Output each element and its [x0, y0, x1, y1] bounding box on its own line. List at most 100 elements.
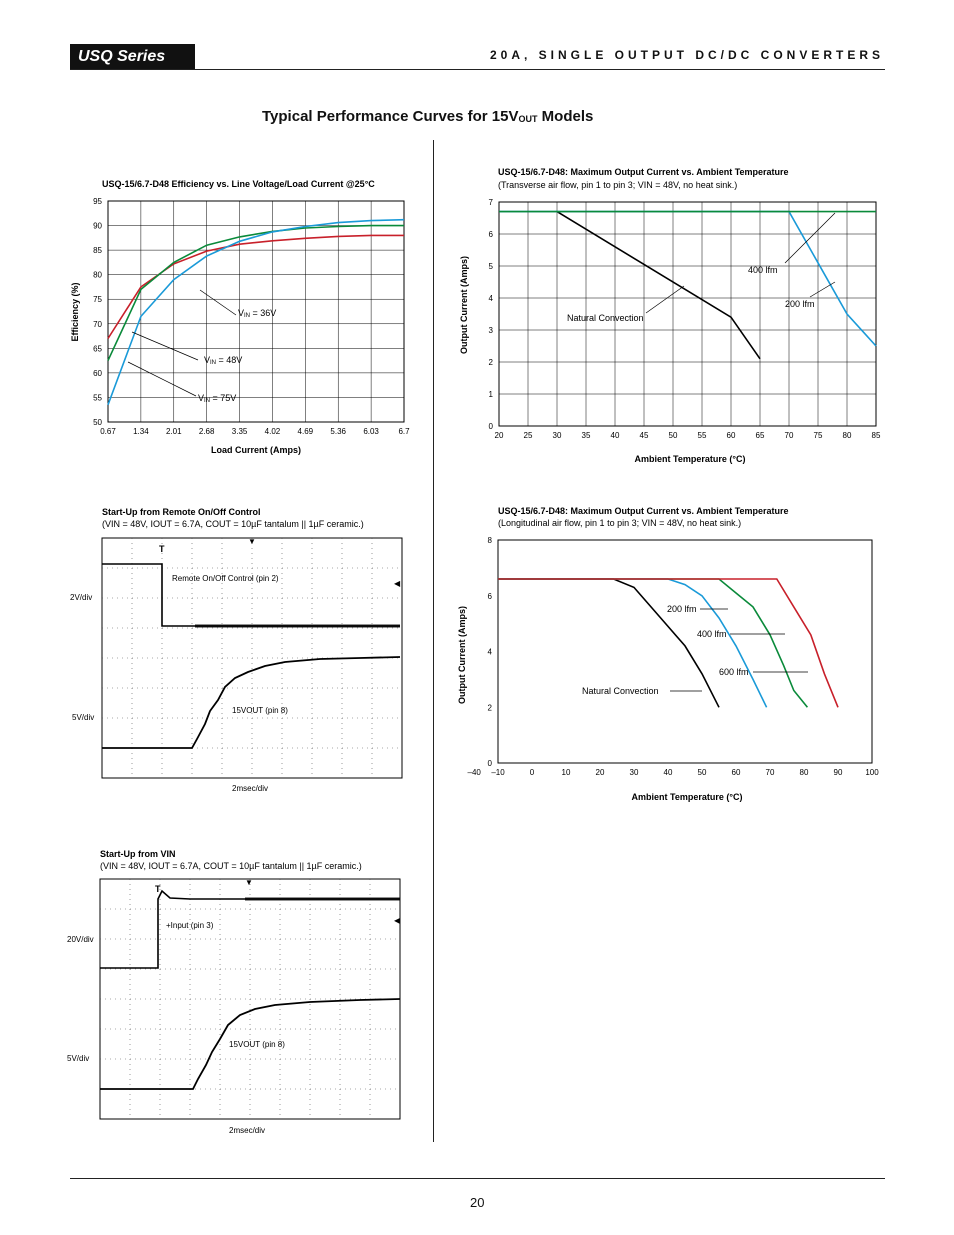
section-title: Typical Performance Curves for 15VOUT Mo… — [262, 108, 593, 125]
x-tick-label: 55 — [698, 431, 707, 440]
series-line-vin-75v — [107, 218, 405, 406]
x-tick-label: 50 — [698, 768, 707, 777]
x-tick-label: 70 — [785, 431, 794, 440]
y-tick-label: 6 — [489, 230, 494, 239]
y-axis-label: Efficiency (%) — [70, 282, 80, 341]
ch1-scale: 2V/div — [70, 593, 92, 602]
y-tick-labels: 0 2 4 6 8 — [488, 536, 493, 768]
x-tick-label: 80 — [843, 431, 852, 440]
x-tick-label: 0 — [530, 768, 535, 777]
x-tick-label: 6.7 — [398, 427, 410, 436]
input-trace — [100, 889, 400, 969]
series-line-natural-convection — [498, 578, 720, 708]
section-title-sub: OUT — [518, 114, 538, 124]
x-tick-label: 60 — [732, 768, 741, 777]
y-tick-label: 2 — [489, 358, 494, 367]
x-tick-labels: 0.67 1.34 2.01 2.68 3.35 4.02 4.69 5.36 6.03 6.7 — [100, 427, 410, 436]
y-tick-label: 4 — [488, 648, 493, 657]
y-tick-label: 7 — [489, 198, 494, 207]
x-tick-label: –10 — [491, 768, 505, 777]
trace-1-label: +Input (pin 3) — [166, 921, 214, 930]
x-tick-label: 75 — [814, 431, 823, 440]
200-lfm-label: 200 lfm — [785, 299, 815, 309]
x-tick-label: 6.03 — [363, 427, 379, 436]
section-title-main: Typical Performance Curves for 15V — [262, 108, 519, 125]
y-tick-label: 70 — [93, 320, 102, 329]
x-tick-label: 4.02 — [265, 427, 281, 436]
x-tick-labels: –40 –10 0 10 20 30 40 50 60 70 80 90 100 — [468, 768, 880, 777]
x-tick-label: 60 — [727, 431, 736, 440]
series-badge: USQ Series — [70, 44, 195, 70]
x-tick-label: 90 — [834, 768, 843, 777]
y-tick-label: 75 — [93, 295, 102, 304]
x-tick-label: 70 — [766, 768, 775, 777]
y-tick-label: 50 — [93, 418, 102, 427]
chart-subtitle: (VIN = 48V, IOUT = 6.7A, COUT = 10µF tan… — [102, 519, 364, 529]
series-line-natural-convection — [556, 210, 761, 360]
x-tick-label: 40 — [611, 431, 620, 440]
derating-longitudinal-chart: USQ-15/6.7-D48: Maximum Output Current v… — [457, 506, 880, 802]
y-axis-label: Output Current (Amps) — [459, 256, 469, 354]
series-group — [107, 218, 405, 406]
plot-border — [107, 200, 405, 423]
ch1-scale: 20V/div — [67, 935, 94, 944]
series-group — [498, 578, 839, 708]
trace-2-label: 15VOUT (pin 8) — [232, 706, 288, 715]
400-lfm-label: 400 lfm — [748, 265, 778, 275]
series-line-200-lfm — [499, 210, 877, 347]
x-tick-label: 10 — [562, 768, 571, 777]
ch2-scale: 5V/div — [67, 1054, 89, 1063]
time-scale: 2msec/div — [232, 784, 268, 793]
level-arrow: ◀ — [394, 916, 401, 925]
x-tick-label: –40 — [468, 768, 482, 777]
y-tick-label: 8 — [488, 536, 493, 545]
chart-subtitle: (Transverse air flow, pin 1 to pin 3; VI… — [498, 180, 737, 190]
section-title-suffix: Models — [537, 108, 594, 125]
header-title: 20A, SINGLE OUTPUT DC/DC CONVERTERS — [489, 48, 884, 62]
chart-title: Start-Up from Remote On/Off Control — [102, 507, 261, 517]
trigger-arrow: ▼ — [248, 537, 256, 546]
chart-title: USQ-15/6.7-D48: Maximum Output Current v… — [498, 167, 789, 177]
derating-transverse-chart: USQ-15/6.7-D48: Maximum Output Current v… — [459, 167, 881, 464]
page-number: 20 — [470, 1195, 485, 1210]
x-tick-label: 1.34 — [133, 427, 149, 436]
ch2-scale: 5V/div — [72, 713, 94, 722]
y-tick-label: 0 — [489, 422, 494, 431]
series-group — [499, 210, 877, 360]
y-tick-label: 55 — [93, 393, 102, 402]
scope-graticule — [99, 878, 401, 1120]
y-tick-label: 2 — [488, 703, 493, 712]
series-line-vin-48v — [107, 224, 404, 361]
y-axis-label: Output Current (Amps) — [457, 606, 467, 704]
400-lfm-label: 400 lfm — [697, 629, 727, 639]
y-tick-label: 60 — [93, 369, 102, 378]
x-tick-label: 50 — [669, 431, 678, 440]
vout-trace — [102, 656, 401, 749]
y-tick-label: 65 — [93, 344, 102, 353]
chart-title: USQ-15/6.7-D48 Efficiency vs. Line Volta… — [102, 179, 375, 189]
chart-subtitle: (Longitudinal air flow, pin 1 to pin 3; … — [498, 518, 741, 528]
startup-vin-scope: Start-Up from VIN (VIN = 48V, IOUT = 6.7… — [67, 849, 401, 1135]
x-axis-label: Ambient Temperature (°C) — [635, 454, 746, 464]
x-tick-label: 80 — [800, 768, 809, 777]
trigger-marker: T — [159, 544, 165, 554]
grid — [498, 201, 877, 427]
x-tick-labels: 20 25 30 35 40 45 50 55 60 65 70 75 80 85 — [495, 431, 881, 440]
x-tick-label: 85 — [872, 431, 881, 440]
y-tick-labels: 0 1 2 3 4 5 6 7 — [489, 198, 494, 431]
column-divider — [433, 140, 434, 1142]
series-line-400-lfm — [498, 578, 809, 708]
trigger-marker: T — [155, 884, 161, 894]
vin-75v-label: VIN = 75V — [198, 393, 236, 404]
header-rule — [70, 69, 885, 70]
x-tick-label: 45 — [640, 431, 649, 440]
y-tick-label: 5 — [489, 262, 494, 271]
natural-convection-label: Natural Convection — [582, 686, 659, 696]
y-tick-labels: 50 55 60 65 70 75 80 85 90 95 — [93, 197, 102, 427]
series-line-600-lfm — [498, 578, 839, 708]
x-tick-label: 2.68 — [199, 427, 215, 436]
x-tick-label: 30 — [630, 768, 639, 777]
plot-frame — [497, 539, 873, 764]
y-tick-label: 90 — [93, 222, 102, 231]
time-scale: 2msec/div — [229, 1126, 265, 1135]
